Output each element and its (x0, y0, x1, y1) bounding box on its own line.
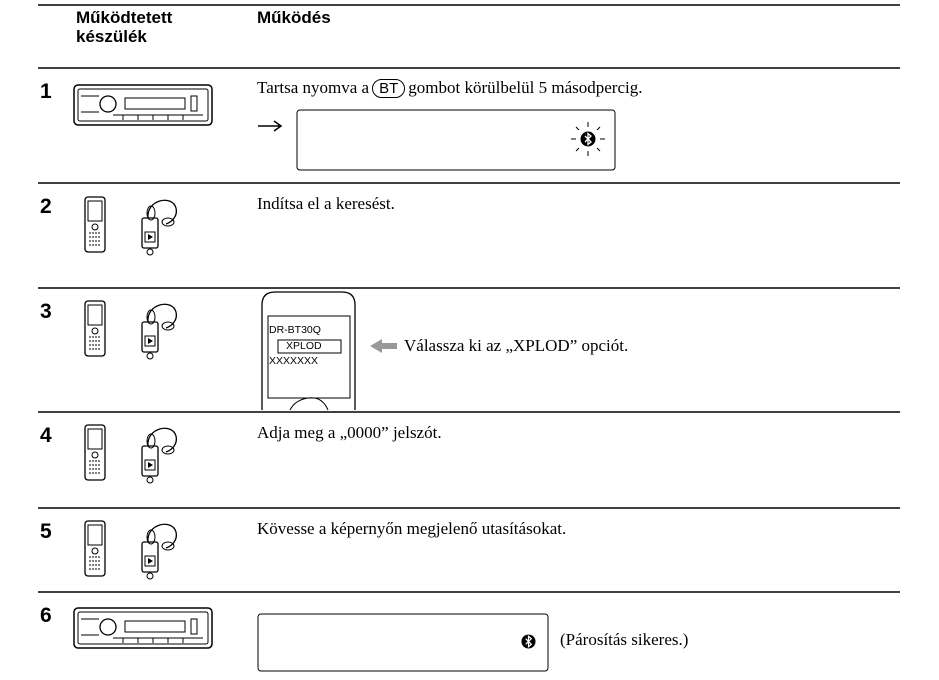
selection-box (277, 339, 342, 354)
step-number: 6 (40, 604, 52, 627)
step-number: 4 (40, 424, 52, 447)
head-unit-icon (73, 607, 213, 649)
instruction: Indítsa el a keresést. (257, 194, 395, 213)
blink-rays (571, 122, 605, 156)
device-icons (84, 300, 178, 360)
step-number: 5 (40, 520, 52, 543)
head-unit-icon (73, 84, 213, 126)
instruction-text: gombot körülbelül 5 másodpercig. (408, 78, 643, 97)
bluetooth-icon (580, 131, 596, 147)
instruction: Adja meg a „0000” jelszót. (257, 423, 442, 442)
instruction-text: Tartsa nyomva a (257, 78, 370, 97)
arrow (258, 120, 283, 132)
device-icons (84, 196, 178, 256)
device-icons (84, 520, 178, 580)
instruction: Tartsa nyomva a BT gombot körülbelül 5 más… (257, 78, 642, 98)
screen-item: XPLOD (286, 340, 322, 352)
step-number: 2 (40, 195, 52, 218)
phone-keys (289, 397, 329, 411)
screen-item: XXXXXXX (269, 355, 319, 367)
button-label: BT (372, 79, 406, 98)
bluetooth-icon (521, 634, 536, 649)
instruction: Válassza ki az „XPLOD” opciót. (404, 336, 629, 355)
instruction: Kövesse a képernyőn megjelenő utasítások… (257, 519, 567, 538)
display (257, 613, 549, 672)
display (296, 109, 616, 171)
screen-item: DR-BT30Q (269, 324, 321, 336)
pointer-arrow (370, 339, 397, 353)
step-number: 3 (40, 300, 52, 323)
column-header: Működés (257, 8, 331, 27)
column-header: Működtetett készülék (76, 8, 173, 46)
instruction: (Párosítás sikeres.) (560, 630, 689, 649)
step-number: 1 (40, 80, 52, 103)
phone-outline (261, 291, 356, 410)
device-icons (84, 424, 178, 484)
